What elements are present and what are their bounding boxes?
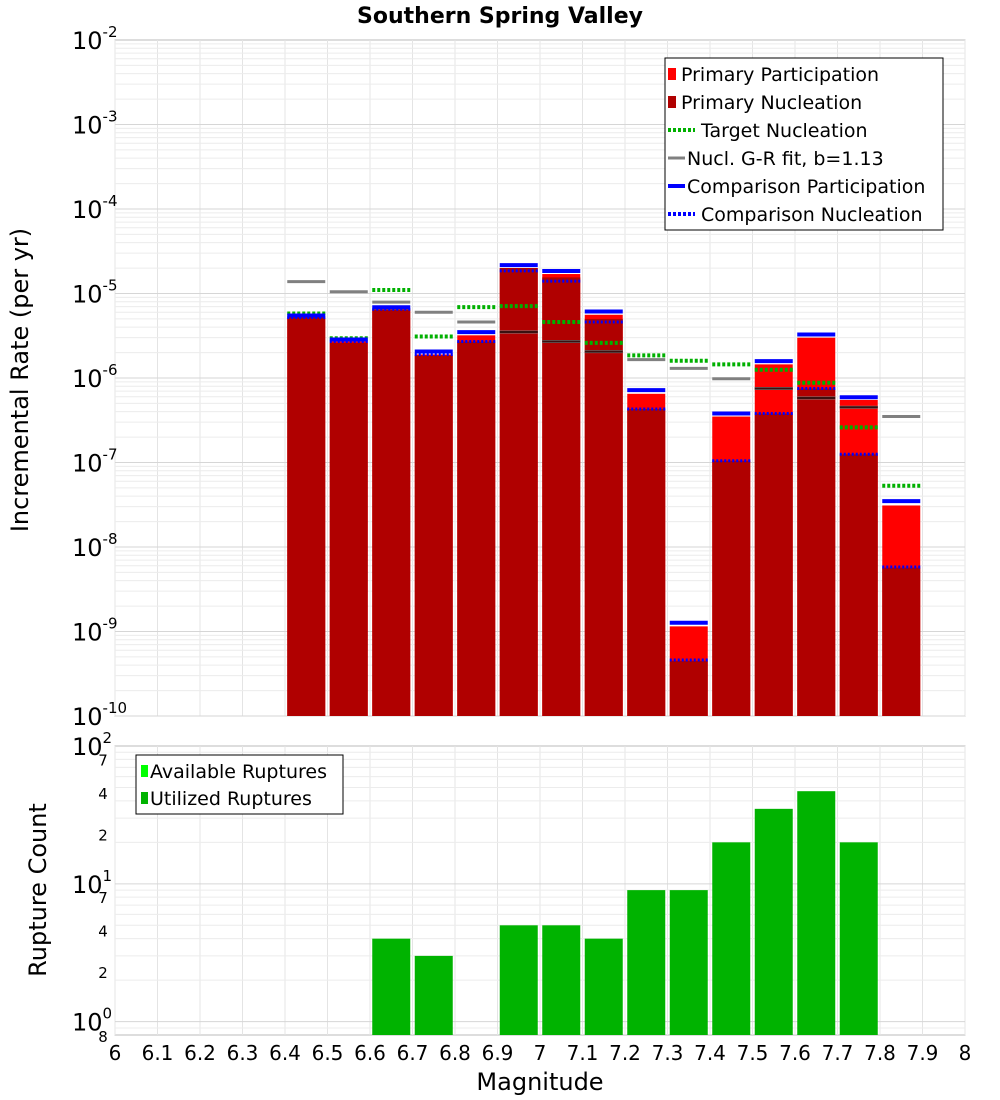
bottom-y-tick-label: 102 (72, 729, 112, 761)
top-lines (287, 263, 921, 662)
utilized-ruptures-bar (499, 925, 538, 1035)
utilized-ruptures-bar (414, 955, 453, 1035)
legend-label: Comparison Participation (687, 176, 925, 198)
top-y-tick-label: 10-7 (72, 446, 118, 478)
utilized-ruptures-bar (372, 938, 411, 1035)
bottom-y-tick-labels: 102 101 100 7 4 2 7 4 2 8 (72, 729, 112, 1046)
utilized-ruptures-bar (542, 925, 581, 1035)
primary-nucleation-bar (542, 277, 581, 716)
bottom-y-minor-tick-label: 4 (98, 785, 108, 803)
utilized-ruptures-bar (754, 808, 793, 1035)
top-y-tick-label: 10-6 (72, 361, 118, 393)
x-tick-label: 7.9 (907, 1041, 939, 1065)
legend-swatch (141, 765, 148, 777)
primary-nucleation-bar (287, 317, 326, 716)
x-tick-label: 7.4 (694, 1041, 726, 1065)
primary-nucleation-bar (584, 318, 623, 716)
x-tick-label: 7.5 (737, 1041, 769, 1065)
legend-label: Comparison Nucleation (701, 204, 923, 226)
primary-nucleation-bar (712, 460, 751, 716)
x-tick-label: 7.6 (779, 1041, 811, 1065)
bottom-y-minor-tick-label: 2 (98, 964, 108, 982)
x-tick-label: 6.4 (269, 1041, 301, 1065)
top-y-axis-label: Incremental Rate (per yr) (6, 228, 34, 532)
top-legend: Primary Participation Primary Nucleation T… (664, 57, 944, 231)
primary-nucleation-bar (627, 408, 666, 716)
x-tick-label: 7.3 (652, 1041, 684, 1065)
top-y-tick-label: 10-3 (72, 108, 118, 140)
bottom-legend: Available Ruptures Utilized Ruptures (135, 754, 344, 815)
x-tick-label: 6.9 (482, 1041, 514, 1065)
x-tick-label: 7.2 (609, 1041, 641, 1065)
top-legend-box (664, 57, 944, 231)
x-tick-label: 7 (534, 1041, 547, 1065)
bottom-y-tick-label: 100 (72, 1005, 112, 1037)
primary-nucleation-bar (457, 341, 496, 716)
top-y-tick-label: 10-8 (72, 530, 118, 562)
utilized-ruptures-bar (584, 938, 623, 1035)
x-tick-label: 6.2 (184, 1041, 216, 1065)
primary-nucleation-bar (797, 388, 836, 716)
chart-title: Southern Spring Valley (357, 4, 643, 29)
top-panel: 10-2 10-3 10-4 10-5 10-6 10-7 10-8 10-9 10-10 In… (6, 23, 966, 731)
bottom-y-axis-label: Rupture Count (24, 803, 52, 977)
legend-label: Primary Participation (681, 64, 879, 86)
bottom-legend-box (135, 754, 344, 815)
primary-nucleation-bar (839, 454, 878, 716)
legend-swatch (141, 792, 148, 804)
utilized-ruptures-bar (839, 842, 878, 1035)
utilized-ruptures-bar (669, 890, 708, 1035)
x-tick-label: 6 (109, 1041, 122, 1065)
legend-label: Nucl. G-R fit, b=1.13 (687, 148, 884, 170)
top-y-tick-label: 10-2 (72, 23, 118, 55)
utilized-ruptures-bar (797, 791, 836, 1035)
legend-label: Primary Nucleation (681, 92, 862, 114)
bottom-y-tick-label: 101 (72, 867, 112, 899)
x-tick-label: 6.5 (312, 1041, 344, 1065)
utilized-ruptures-bar (712, 842, 751, 1035)
bottom-y-minor-tick-label: 7 (98, 889, 108, 907)
top-y-tick-label: 10-5 (72, 277, 118, 309)
top-bars (287, 268, 921, 716)
x-tick-label: 6.6 (354, 1041, 386, 1065)
top-y-tick-labels: 10-2 10-3 10-4 10-5 10-6 10-7 10-8 10-9 10-10 (72, 23, 127, 731)
primary-nucleation-bar (372, 309, 411, 716)
top-y-tick-label: 10-10 (72, 699, 127, 731)
utilized-ruptures-bar (627, 890, 666, 1035)
legend-label: Available Ruptures (150, 761, 327, 783)
x-tick-label: 8 (959, 1041, 972, 1065)
x-tick-label: 6.3 (227, 1041, 259, 1065)
primary-nucleation-bar (414, 355, 453, 716)
top-y-tick-label: 10-4 (72, 192, 118, 224)
primary-nucleation-bar (882, 567, 921, 716)
legend-label: Target Nucleation (700, 120, 868, 142)
x-tick-label: 6.1 (142, 1041, 174, 1065)
primary-nucleation-bar (329, 342, 368, 716)
bottom-y-minor-tick-label: 4 (98, 923, 108, 941)
bottom-y-minor-tick-label: 7 (98, 751, 108, 769)
legend-label: Utilized Ruptures (150, 788, 312, 810)
bottom-bars (372, 791, 878, 1035)
x-tick-label: 6.8 (439, 1041, 471, 1065)
primary-nucleation-bar (754, 413, 793, 716)
x-tick-label: 7.7 (822, 1041, 854, 1065)
legend-swatch (668, 96, 676, 108)
x-tick-label: 7.8 (864, 1041, 896, 1065)
legend-swatch (668, 68, 676, 80)
x-tick-label: 7.1 (567, 1041, 599, 1065)
x-tick-label: 6.7 (397, 1041, 429, 1065)
bottom-y-minor-tick-label: 2 (98, 826, 108, 844)
top-y-tick-label: 10-9 (72, 615, 118, 647)
x-tick-labels: 6 6.1 6.2 6.3 6.4 6.5 6.6 6.7 6.8 6.9 7 7.1 7.2 7.3 7.… (109, 1041, 972, 1065)
bottom-y-minor-tick-label: 8 (98, 1028, 108, 1046)
x-axis-label: Magnitude (476, 1068, 603, 1096)
primary-nucleation-bar (499, 268, 538, 716)
primary-nucleation-bar (669, 660, 708, 716)
